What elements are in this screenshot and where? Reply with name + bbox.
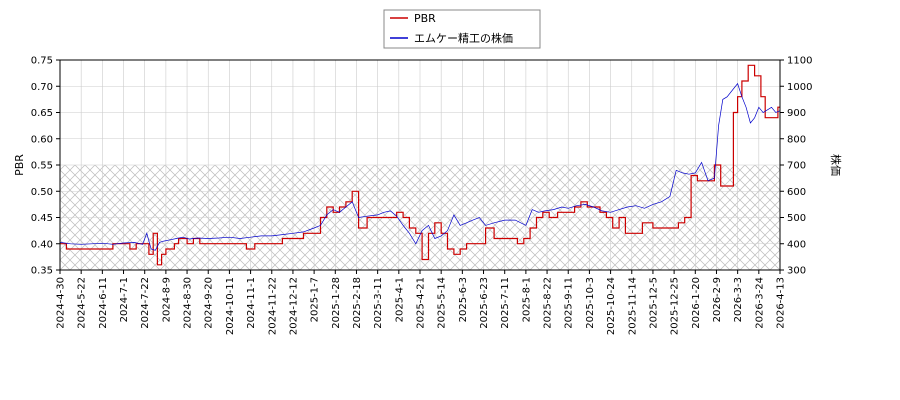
x-tick-label: 2025-8-1 [521,277,532,322]
x-tick-label: 2024-7-22 [140,277,151,329]
right-tick-label: 900 [787,108,806,119]
x-tick-label: 2024-8-9 [161,277,172,322]
x-tick-label: 2025-10-24 [606,277,617,335]
left-tick-label: 0.45 [31,213,53,224]
x-tick-label: 2025-1-7 [310,277,321,322]
x-tick-label: 2024-4-30 [56,277,67,329]
x-axis: 2024-4-30 2024-5-22 2024-6-11 2024-7-1 2024-… [56,270,787,335]
right-tick-label: 600 [787,187,806,198]
left-tick-label: 0.70 [31,82,53,93]
left-tick-label: 0.40 [31,239,53,250]
x-tick-label: 2025-8-22 [543,277,554,329]
x-tick-label: 2026-3-3 [733,277,744,322]
x-tick-label: 2026-1-20 [691,277,702,329]
right-tick-label: 700 [787,161,806,172]
x-tick-label: 2024-6-11 [98,277,109,329]
x-tick-label: 2025-6-23 [479,277,490,329]
x-tick-label: 2025-11-14 [627,277,638,335]
left-axis-label: PBR [13,154,26,176]
x-tick-label: 2025-1-28 [331,277,342,329]
legend-label-price: エムケー精工の株価 [414,31,513,45]
series-lines [60,64,780,266]
x-tick-label: 2024-10-11 [225,277,236,335]
right-axis: 300 400 500 600 700 800 900 1000 1100 [780,56,812,277]
right-axis-label: 株価 [829,154,843,176]
left-tick-label: 0.60 [31,134,53,145]
right-tick-label: 300 [787,266,806,277]
pbr-line [60,64,780,266]
x-tick-label: 2025-6-3 [458,277,469,322]
x-tick-label: 2025-4-21 [416,277,427,329]
x-tick-label: 2025-3-11 [373,277,384,329]
x-tick-label: 2025-5-14 [437,277,448,329]
x-tick-label: 2024-11-1 [246,277,257,329]
x-tick-label: 2024-11-22 [267,277,278,335]
left-tick-label: 0.50 [31,187,53,198]
right-tick-label: 800 [787,134,806,145]
x-tick-label: 2025-4-1 [394,277,405,322]
x-tick-label: 2025-10-3 [585,277,596,329]
right-tick-label: 1100 [787,56,812,67]
x-tick-label: 2024-12-12 [288,277,299,335]
x-tick-label: 2025-7-11 [500,277,511,329]
left-tick-label: 0.65 [31,108,53,119]
x-tick-label: 2026-2-9 [712,277,723,322]
x-tick-label: 2024-7-1 [119,277,130,322]
x-tick-label: 2026-3-24 [754,277,765,329]
left-tick-label: 0.55 [31,161,53,172]
right-tick-label: 400 [787,239,806,250]
legend-label-pbr: PBR [414,12,436,25]
left-tick-label: 0.35 [31,266,53,277]
right-tick-label: 1000 [787,82,812,93]
legend: PBR エムケー精工の株価 [383,9,541,49]
x-tick-label: 2024-5-22 [77,277,88,329]
right-tick-label: 500 [787,213,806,224]
left-axis: 0.35 0.40 0.45 0.50 0.55 0.60 0.65 0.70 0.75 [31,56,60,277]
x-tick-label: 2024-8-30 [183,277,194,329]
legend-box [383,9,541,49]
x-tick-label: 2024-9-20 [204,277,215,329]
x-tick-label: 2025-2-18 [352,277,363,329]
left-tick-label: 0.75 [31,56,53,67]
x-tick-label: 2025-9-11 [564,277,575,329]
x-tick-label: 2026-4-13 [776,277,787,329]
price-line [60,82,780,251]
x-tick-label: 2025-12-5 [648,277,659,329]
grid-lines [59,59,781,271]
x-tick-label: 2025-12-25 [670,277,681,335]
